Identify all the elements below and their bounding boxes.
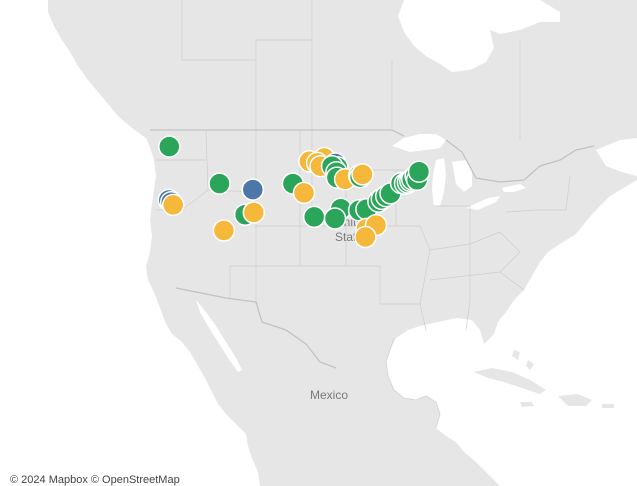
land-central-america <box>404 436 480 486</box>
attribution-osm[interactable]: © OpenStreetMap <box>90 474 180 486</box>
map-point-gold[interactable] <box>161 193 185 217</box>
map-point-green[interactable] <box>302 205 326 229</box>
land-bahamas <box>512 350 534 370</box>
map-point-blue[interactable] <box>241 178 265 201</box>
land-hispaniola <box>558 394 592 406</box>
water-hudson-bay <box>398 0 494 72</box>
map-point-gold[interactable] <box>351 163 374 186</box>
land-cuba <box>474 368 546 394</box>
map-point-gold[interactable] <box>354 225 377 249</box>
attribution-mapbox[interactable]: © 2024 Mapbox <box>10 474 88 486</box>
water-gulf-st-lawrence <box>596 138 637 176</box>
water-lake-erie <box>466 196 500 210</box>
water-hudson-strait <box>468 0 560 34</box>
coast-gulf-of-mexico <box>385 337 441 429</box>
map-point-gold[interactable] <box>242 201 266 224</box>
land-baja-california <box>174 290 228 392</box>
water-gulf-of-california <box>196 300 242 372</box>
map-point-green[interactable] <box>407 160 431 183</box>
water-lake-michigan <box>432 158 446 206</box>
map-point-green[interactable] <box>158 135 181 158</box>
country-label-mexico: Mexico <box>310 388 349 402</box>
water-lake-superior <box>392 134 446 152</box>
map-point-gold[interactable] <box>292 181 316 205</box>
map-point-green[interactable] <box>323 207 347 230</box>
water-lake-huron <box>452 160 472 192</box>
map-point-gold[interactable] <box>212 219 236 242</box>
land-puerto-rico <box>602 404 614 408</box>
map-attribution: © 2024 Mapbox © OpenStreetMap <box>10 474 180 486</box>
water-lake-ontario <box>502 184 526 192</box>
map-point-green[interactable] <box>208 172 231 195</box>
land-jamaica <box>520 402 534 407</box>
